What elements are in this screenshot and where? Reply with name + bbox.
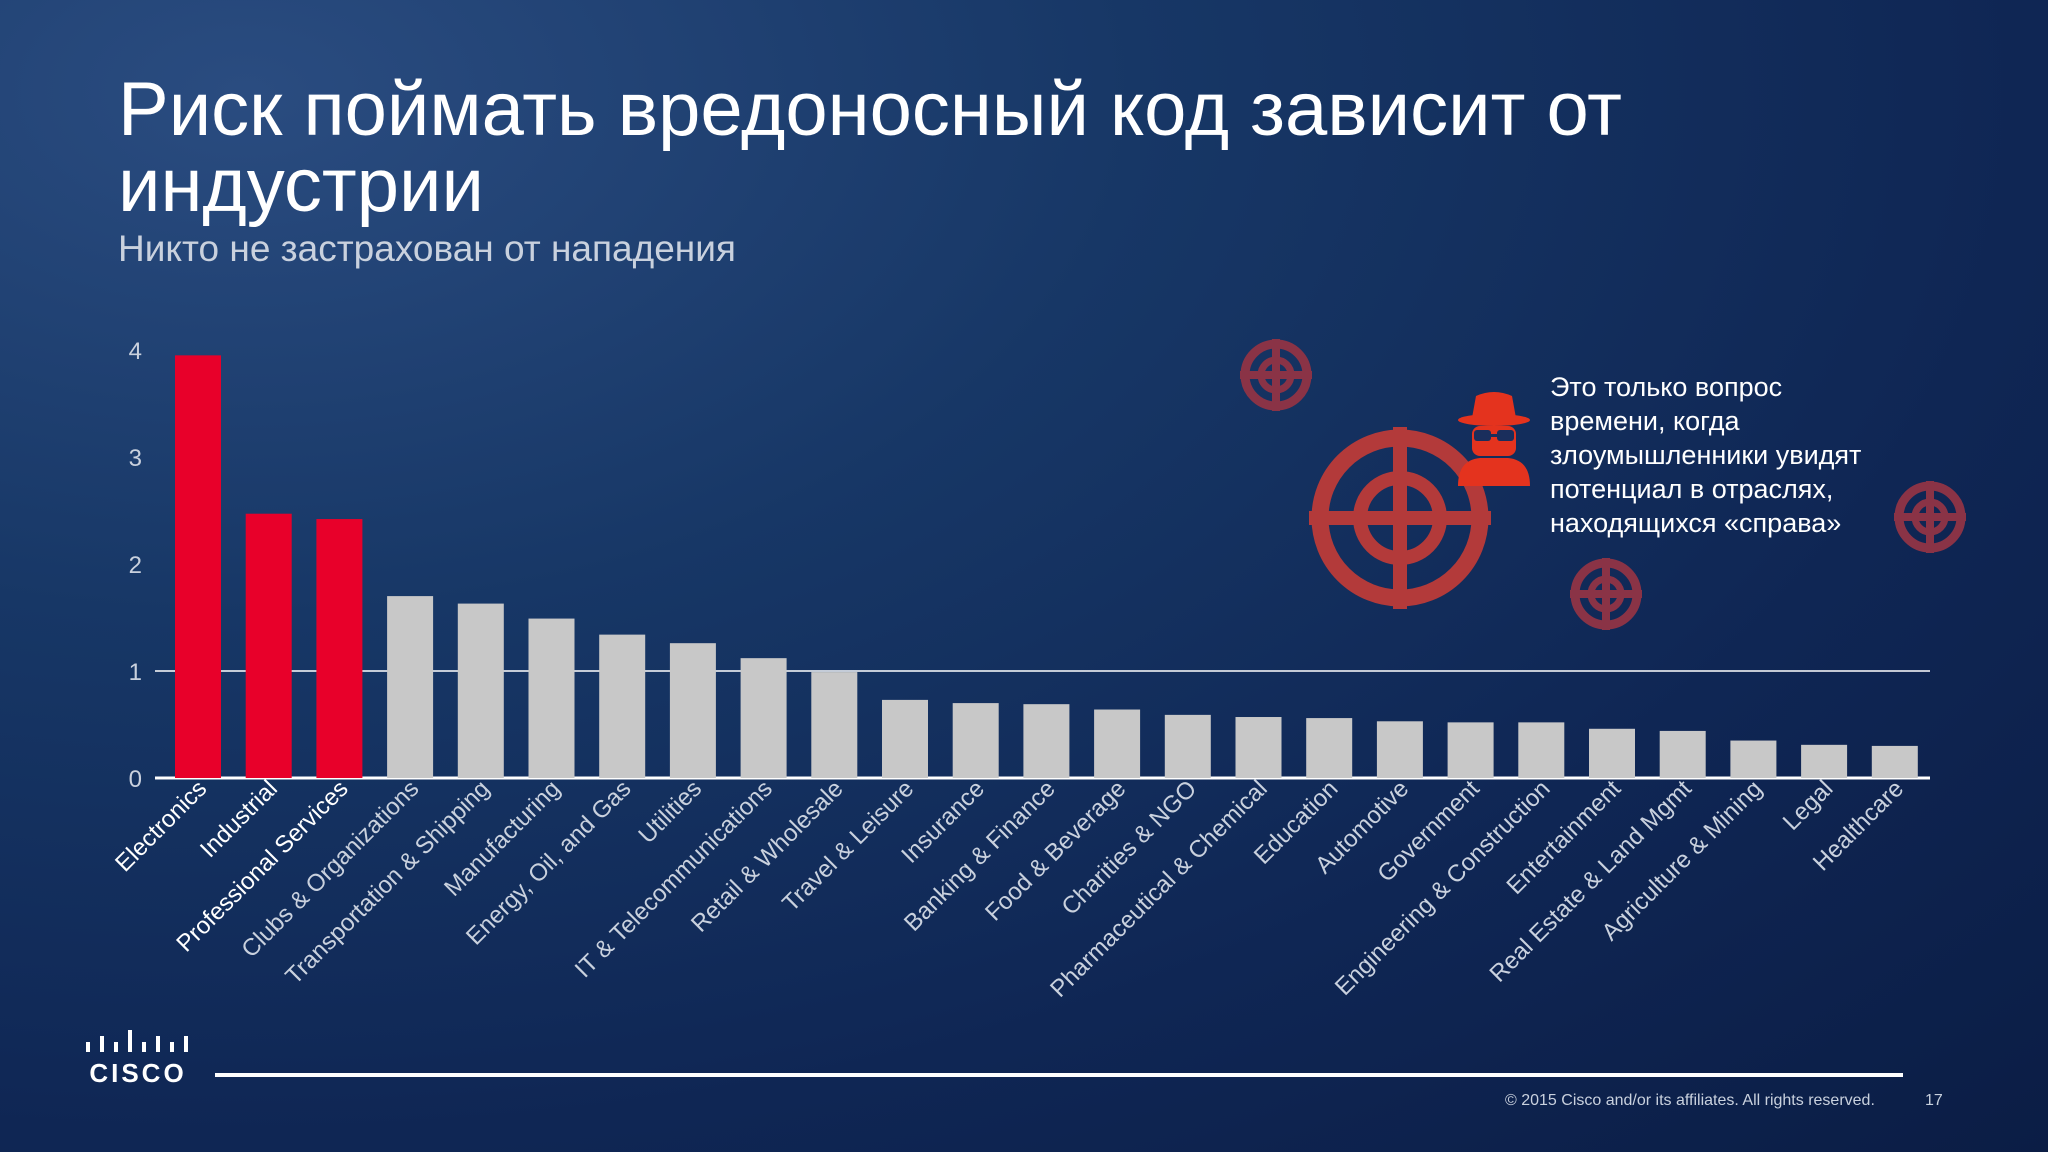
bar-automotive [1376,721,1423,778]
bar-food-beverage [1094,709,1141,778]
decoration-layer [1240,339,1966,630]
bar-travel-leisure [882,699,928,778]
x-tick-label: Electronics [110,775,212,877]
y-tick-label: 3 [129,445,142,472]
bar-legal [1801,744,1848,778]
bar-engineering-construction [1518,722,1565,778]
y-tick-label: 1 [129,659,142,686]
bar-manufacturing [528,618,575,778]
bar-entertainment [1589,728,1635,778]
bar-utilities [669,643,716,778]
cisco-logo: CISCO [82,1028,194,1088]
copyright-notice: © 2015 Cisco and/or its affiliates. All … [1505,1092,1875,1109]
bar-clubs-organizations [387,596,434,778]
bar-pharmaceutical-chemical [1235,717,1282,778]
bar-healthcare [1871,745,1918,778]
bar-charities-ngo [1164,714,1211,778]
bar-real-estate-land-mgmt [1659,730,1706,778]
bar-banking-finance [1023,704,1070,778]
target-icon [1240,339,1312,411]
cisco-logo-text: CISCO [89,1058,187,1088]
bar-agriculture-mining [1730,740,1777,778]
bar-insurance [952,703,999,778]
page-number: 17 [1925,1092,1943,1109]
bar-transportation-shipping [457,603,504,778]
y-tick-label: 2 [129,552,142,579]
bar-industrial [245,513,292,778]
x-tick-label: Legal [1778,775,1839,836]
bar-it-telecommunications [740,658,787,778]
slide-subtitle: Никто не застрахован от нападения [118,228,736,269]
target-icon [1309,427,1491,609]
footer-divider [215,1073,1903,1077]
y-tick-label: 0 [129,766,142,793]
bar-retail-wholesale [811,672,858,778]
callout-text: Это только вопрос времени, когда злоумыш… [1550,372,1862,538]
target-icon [1570,558,1642,630]
bar-electronics [175,355,221,778]
chart-bars [175,355,1918,778]
bar-education [1306,718,1353,778]
bar-government [1447,722,1494,778]
hacker-icon [1458,392,1530,486]
cisco-logo-bars-icon [86,1030,188,1052]
x-tick-label: Travel & Leisure [777,775,919,917]
y-tick-label: 4 [129,338,142,365]
target-icon [1894,481,1966,553]
slide-title: Риск поймать вредоносный код зависит от … [118,67,1622,228]
bar-professional-services [316,519,363,778]
bar-energy-oil-and-gas [599,634,646,778]
